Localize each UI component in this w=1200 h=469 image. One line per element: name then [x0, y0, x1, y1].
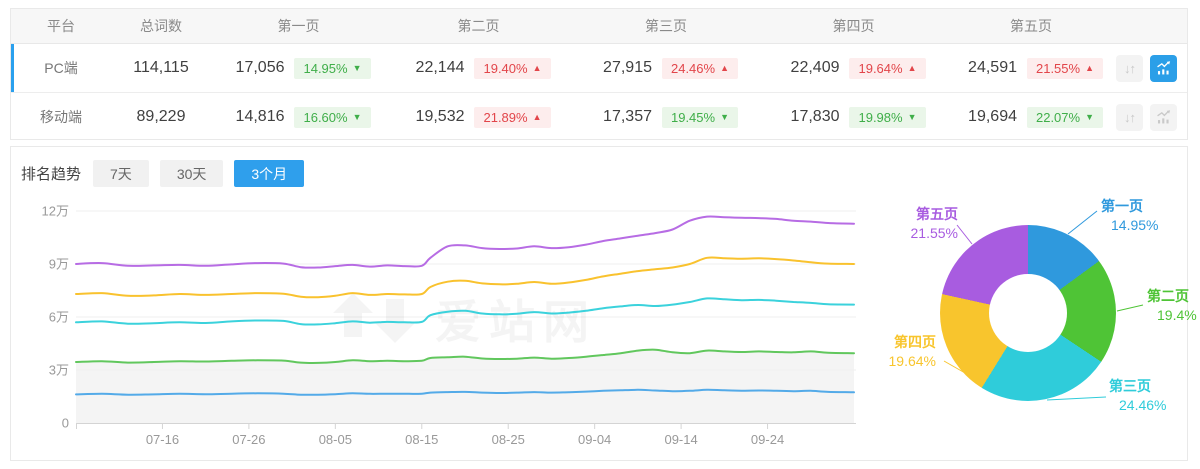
table-row-mobile[interactable]: 移动端 89,229 14,816 16.60% ▼ 19,532 21.89% ▲ 1… [11, 92, 1187, 141]
header-page3: 第三页 [645, 18, 687, 34]
trend-arrow-icon: ▲ [720, 62, 729, 73]
page3-count: 17,357 [603, 108, 652, 125]
header-page4: 第四页 [832, 18, 875, 34]
svg-text:08-25: 08-25 [492, 432, 525, 447]
total-words-value: 89,229 [136, 108, 186, 125]
svg-text:6万: 6万 [49, 309, 69, 324]
donut-label-page1: 第一页 14.95% [1101, 198, 1159, 233]
trend-arrow-icon: ▼ [352, 111, 362, 122]
donut-leader-lines [943, 210, 1144, 401]
page2-change-badge: 19.40% ▲ [474, 57, 551, 79]
svg-text:08-15: 08-15 [405, 432, 438, 447]
page4-count: 22,409 [790, 59, 840, 76]
table-row-pc[interactable]: PC端 114,115 17,056 14.95% ▼ 22,144 19.40% ▲ … [11, 44, 1187, 92]
trend-chart-icon[interactable] [1150, 103, 1177, 131]
page2-change-badge: 21.89% ▲ [474, 106, 551, 128]
header-platform: 平台 [47, 18, 75, 34]
trend-header: 排名趋势 7天 30天 3个月 [11, 147, 1187, 187]
trend-arrow-icon: ▼ [907, 111, 917, 122]
svg-text:07-26: 07-26 [232, 432, 265, 447]
trend-arrow-icon: ▼ [352, 62, 362, 73]
page1-count: 17,056 [235, 59, 285, 76]
trend-line-chart: 07-16 07-26 08-05 08-15 08-25 09-04 09-14 09-24… [42, 203, 856, 447]
page4-change-badge: 19.64% ▲ [849, 57, 926, 79]
svg-text:9万: 9万 [49, 256, 69, 271]
page5-count: 24,591 [968, 59, 1017, 76]
trend-arrow-icon: ▼ [1085, 111, 1094, 122]
svg-text:07-16: 07-16 [146, 432, 179, 447]
trend-arrow-icon: ▲ [532, 62, 542, 73]
trend-arrow-icon: ▲ [532, 111, 542, 122]
page3-change-badge: 24.46% ▲ [661, 57, 738, 79]
trend-title: 排名趋势 [21, 166, 82, 183]
keyword-rank-table: 平台 总词数 第一页 第二页 第三页 第四页 第五页 PC端 114,115 1… [10, 8, 1188, 140]
svg-text:09-14: 09-14 [664, 432, 697, 447]
svg-text:3万: 3万 [49, 362, 69, 377]
svg-text:09-24: 09-24 [751, 432, 784, 447]
page2-count: 22,144 [415, 59, 465, 76]
platform-label: PC端 [44, 60, 78, 76]
page4-change-badge: 19.98% ▼ [849, 106, 926, 128]
donut-label-page3: 第三页 24.46% [1109, 378, 1167, 413]
donut-label-page2: 第二页 19.4% [1147, 288, 1197, 323]
tab-7-days[interactable]: 7天 [93, 160, 149, 187]
page2-count: 19,532 [415, 108, 465, 125]
trend-arrow-icon: ▲ [907, 62, 917, 73]
tab-30-days[interactable]: 30天 [159, 160, 224, 187]
svg-text:12万: 12万 [42, 203, 69, 218]
rank-trend-panel: 排名趋势 7天 30天 3个月 07-16 07-26 08-05 08-15 08-2… [10, 146, 1197, 461]
svg-text:08-05: 08-05 [319, 432, 352, 447]
tab-3-months[interactable]: 3个月 [234, 160, 305, 187]
page4-count: 17,830 [790, 108, 840, 125]
svg-text:0: 0 [62, 416, 69, 431]
sort-arrows-icon[interactable]: ↓↑ [1116, 54, 1143, 82]
header-page1: 第一页 [277, 18, 320, 34]
page5-change-badge: 21.55% ▲ [1026, 57, 1103, 79]
page5-change-badge: 22.07% ▼ [1026, 106, 1103, 128]
trend-chart-icon[interactable] [1150, 54, 1177, 82]
sort-arrows-icon[interactable]: ↓↑ [1116, 103, 1143, 131]
trend-arrow-icon: ▲ [1085, 62, 1094, 73]
donut-label-page4: 第四页 19.64% [888, 334, 936, 369]
header-page5: 第五页 [1010, 18, 1052, 34]
page5-count: 19,694 [968, 108, 1017, 125]
watermark-logo-icon: 爱站网 [333, 293, 597, 348]
page1-count: 14,816 [235, 108, 285, 125]
total-words-value: 114,115 [133, 59, 189, 76]
header-page2: 第二页 [457, 18, 500, 34]
page3-change-badge: 19.45% ▼ [661, 106, 738, 128]
table-header: 平台 总词数 第一页 第二页 第三页 第四页 第五页 [11, 9, 1187, 44]
header-total-words: 总词数 [140, 18, 182, 34]
trend-arrow-icon: ▼ [720, 111, 729, 122]
svg-text:爱站网: 爱站网 [435, 296, 597, 348]
page1-change-badge: 16.60% ▼ [294, 106, 371, 128]
donut-hole [989, 274, 1067, 352]
page3-count: 27,915 [603, 59, 652, 76]
platform-label: 移动端 [40, 109, 82, 125]
svg-text:09-04: 09-04 [578, 432, 611, 447]
donut-label-page5: 第五页 21.55% [910, 206, 958, 241]
page1-change-badge: 14.95% ▼ [294, 57, 371, 79]
page-distribution-panel: 第一页 14.95% 第二页 19.4% 第三页 24.46% 第四页 19.64% 第… [871, 147, 1197, 460]
